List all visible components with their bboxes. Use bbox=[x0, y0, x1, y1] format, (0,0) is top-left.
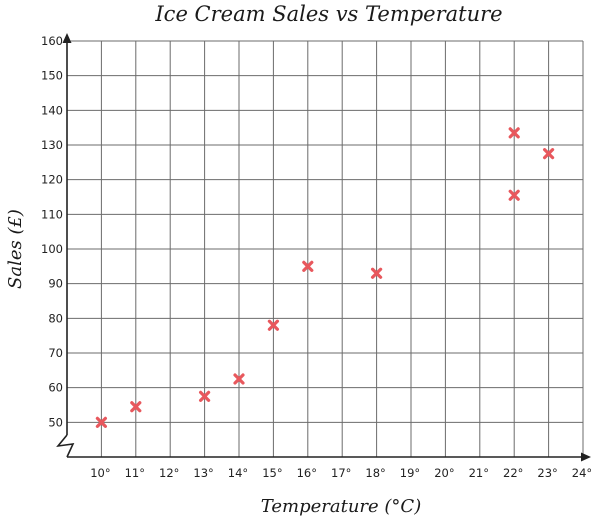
x-tick-label: 24° bbox=[572, 466, 592, 480]
data-point-stroke bbox=[302, 260, 314, 272]
data-point-stroke bbox=[267, 319, 279, 331]
x-tick-label: 14° bbox=[228, 466, 248, 480]
chart-title: Ice Cream Sales vs Temperature bbox=[154, 2, 502, 26]
y-tick-label: 160 bbox=[41, 34, 63, 48]
x-tick-label: 20° bbox=[434, 466, 454, 480]
data-point bbox=[371, 267, 383, 279]
data-point bbox=[95, 416, 108, 428]
x-tick-label: 12° bbox=[159, 466, 179, 480]
x-tick-label: 13° bbox=[193, 466, 213, 480]
data-point bbox=[199, 390, 211, 402]
y-tick-label: 50 bbox=[48, 415, 63, 429]
data-point-stroke bbox=[542, 148, 555, 160]
y-tick-label: 70 bbox=[48, 346, 63, 360]
x-tick-label: 16° bbox=[297, 466, 317, 480]
axes bbox=[56, 33, 591, 462]
y-axis-break bbox=[56, 434, 75, 458]
y-tick-label: 90 bbox=[48, 277, 63, 291]
data-point-stroke bbox=[233, 373, 245, 385]
data-point-stroke bbox=[371, 267, 383, 279]
y-tick-label: 100 bbox=[41, 242, 63, 256]
data-point bbox=[542, 148, 555, 160]
x-tick-label: 11° bbox=[125, 466, 145, 480]
grid bbox=[67, 40, 584, 457]
data-point bbox=[302, 260, 314, 272]
x-tick-label: 18° bbox=[365, 466, 385, 480]
x-tick-label: 21° bbox=[469, 466, 489, 480]
data-point-stroke bbox=[199, 390, 211, 402]
tick-labels: 10° 11° 12° 13° 14° 15° 16° 17° 18° 19° 20° 21° 22° 2… bbox=[41, 34, 592, 480]
y-tick-label: 110 bbox=[41, 207, 63, 221]
y-tick-label: 150 bbox=[41, 69, 63, 83]
data-point bbox=[130, 401, 142, 413]
x-axis-label: Temperature (°C) bbox=[261, 496, 421, 517]
y-axis-arrow bbox=[62, 33, 72, 43]
data-point bbox=[508, 189, 520, 201]
y-tick-label: 140 bbox=[41, 103, 63, 117]
data-point bbox=[267, 319, 279, 331]
x-tick-label: 23° bbox=[537, 466, 557, 480]
data-point bbox=[233, 373, 245, 385]
data-point bbox=[508, 127, 520, 139]
x-tick-label: 17° bbox=[331, 466, 351, 480]
x-tick-label: 10° bbox=[90, 466, 110, 480]
x-tick-label: 19° bbox=[400, 466, 420, 480]
data-point-stroke bbox=[95, 416, 108, 428]
y-tick-label: 80 bbox=[48, 311, 63, 325]
data-point-stroke bbox=[508, 189, 520, 201]
x-axis-arrow bbox=[581, 452, 591, 462]
data-point-stroke bbox=[508, 127, 520, 139]
y-tick-label: 60 bbox=[48, 381, 63, 395]
y-tick-label: 130 bbox=[41, 138, 63, 152]
data-points bbox=[95, 127, 555, 428]
y-tick-label: 120 bbox=[41, 173, 63, 187]
y-axis-label: Sales (£) bbox=[5, 209, 26, 289]
data-point-stroke bbox=[130, 401, 142, 413]
x-tick-label: 15° bbox=[262, 466, 282, 480]
x-tick-label: 22° bbox=[503, 466, 523, 480]
